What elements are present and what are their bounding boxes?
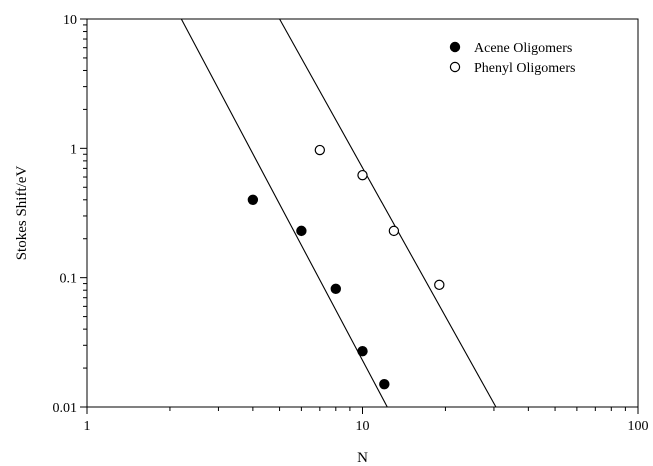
y-axis-title: Stokes Shift/eV [14,166,30,261]
data-points [247,144,445,390]
plot-frame [86,18,639,408]
acene-point [379,379,390,390]
legend: Acene Oligomers Phenyl Oligomers [449,41,576,76]
x-axis-title: N [357,450,368,466]
y-tick-label: 0.1 [60,272,78,287]
acene-point [357,346,368,357]
x-tick-label: 1 [84,419,91,434]
acene-point [296,225,307,237]
x-tick-label: 10 [356,419,370,434]
major-ticks [80,18,639,414]
x-tick-label: 100 [628,419,649,434]
legend-label: Phenyl Oligomers [474,61,576,76]
phenyl-point [357,169,368,181]
legend-marker [449,41,461,53]
minor-ticks [83,24,626,411]
y-tick-label: 10 [63,13,77,28]
tick-labels: 1 10 100 0.01 0.1 1 10 [53,13,649,434]
legend-marker [449,61,461,73]
phenyl-point [388,225,400,237]
acene-point [247,194,259,206]
legend-label: Acene Oligomers [474,41,572,56]
y-tick-label: 1 [70,142,77,157]
phenyl-point [434,279,445,291]
acene-point [330,283,342,295]
phenyl-point [314,144,326,156]
fit-line-2 [279,18,497,408]
fit-lines [180,18,497,408]
fit-line-1 [180,18,388,408]
y-tick-label: 0.01 [53,401,78,416]
